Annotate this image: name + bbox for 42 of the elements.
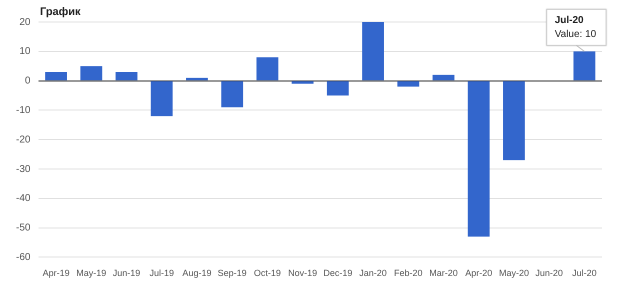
bar: [45, 72, 67, 80]
x-tick-label: Nov-19: [288, 268, 318, 278]
x-tick-label: Dec-19: [323, 268, 352, 278]
bar: [397, 81, 420, 87]
x-tick-label: May-19: [76, 268, 106, 278]
bar: [432, 74, 454, 80]
annotation: Jul-20: [554, 15, 584, 26]
bar: [573, 51, 596, 80]
x-tick-label: Apr-20: [465, 268, 492, 278]
y-tick-label: 20: [19, 16, 31, 28]
chart-title: График: [40, 6, 81, 18]
bar: [362, 22, 384, 80]
y-tick-label: -60: [16, 252, 31, 263]
y-tick-label: -50: [16, 222, 31, 234]
y-tick-label: -20: [16, 134, 31, 146]
x-tick-label: Apr-19: [42, 268, 70, 278]
bar: [80, 66, 102, 80]
x-tick-label: Sep-19: [218, 268, 247, 278]
bar: [186, 78, 208, 80]
bar: [468, 81, 490, 237]
x-tick-label: Feb-20: [394, 268, 423, 278]
bar: [503, 81, 525, 160]
y-tick-label: -40: [16, 193, 31, 204]
y-tick-label: 0: [24, 76, 31, 87]
bar: [116, 72, 138, 80]
x-tick-label: Jan-20: [359, 268, 387, 278]
annotation: Value: 10: [554, 29, 597, 40]
y-tick-label: 10: [19, 46, 31, 58]
x-tick-label: May-20: [498, 268, 529, 278]
x-tick-label: Jun-19: [112, 268, 140, 278]
bar: [326, 81, 349, 96]
x-tick-label: Jun-20: [535, 268, 563, 278]
x-tick-label: Aug-19: [182, 268, 212, 278]
x-tick-label: Jul-19: [149, 268, 174, 278]
x-tick-label: Mar-20: [429, 268, 458, 278]
bar: [256, 57, 278, 80]
y-tick-label: -30: [16, 164, 31, 175]
x-tick-label: Jul-20: [572, 268, 597, 278]
x-tick-label: Oct-19: [254, 268, 281, 278]
bar: [150, 81, 173, 116]
y-tick-label: -10: [16, 104, 31, 116]
bar: [221, 81, 244, 108]
